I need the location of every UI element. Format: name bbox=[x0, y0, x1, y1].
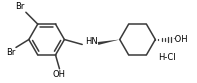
Text: OH: OH bbox=[53, 70, 66, 79]
Text: Br: Br bbox=[16, 2, 25, 11]
Text: ·OH: ·OH bbox=[172, 35, 188, 44]
Polygon shape bbox=[98, 40, 120, 45]
Text: H-Cl: H-Cl bbox=[158, 53, 176, 62]
Text: HN: HN bbox=[85, 37, 98, 46]
Text: Br: Br bbox=[6, 48, 15, 57]
